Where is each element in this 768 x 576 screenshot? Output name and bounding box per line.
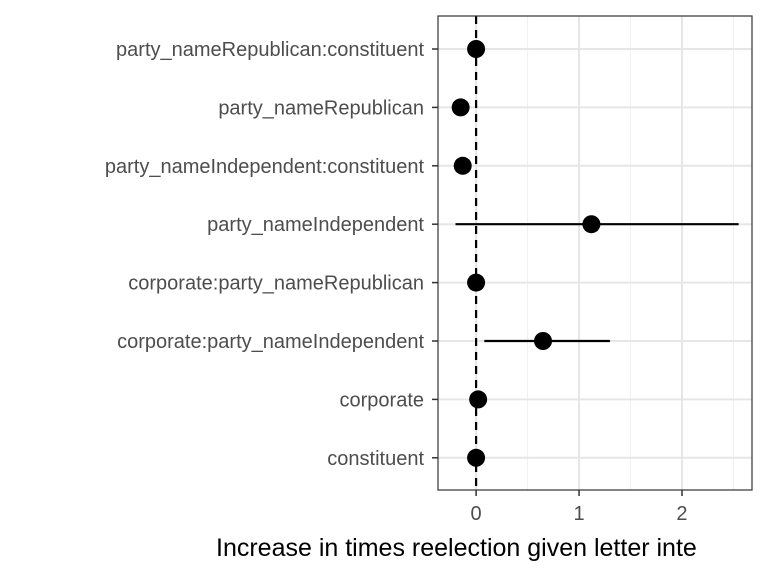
y-tick-label: party_nameRepublican (218, 97, 424, 119)
y-tick-label: constituent (327, 448, 424, 470)
estimate-point (453, 156, 472, 175)
plot-panel-background (438, 16, 752, 490)
estimate-point (582, 215, 601, 234)
y-axis: party_nameRepublican:constituent party_na… (105, 39, 438, 470)
x-axis-title: Increase in times reelection given lette… (216, 534, 697, 562)
minor-gridlines (527, 16, 734, 490)
estimate-point (534, 332, 553, 350)
data-marks (451, 40, 739, 467)
x-tick-label: 0 (471, 503, 482, 525)
y-tick-label: corporate:party_nameIndependent (117, 331, 424, 353)
x-axis: 0 1 2 (471, 490, 688, 525)
x-tick-label: 2 (676, 503, 687, 525)
y-tick-label: party_nameIndependent (207, 214, 424, 236)
estimate-point (467, 448, 486, 467)
y-tick-label: corporate (340, 389, 425, 411)
estimate-point (451, 98, 470, 117)
estimate-point (469, 390, 488, 409)
y-tick-label: party_nameIndependent:constituent (105, 156, 425, 178)
y-tick-label: party_nameRepublican:constituent (116, 39, 424, 61)
y-tick-label: corporate:party_nameRepublican (128, 273, 424, 295)
plot-panel-border (437, 15, 753, 491)
estimate-point (467, 40, 486, 58)
estimate-point (467, 273, 486, 292)
x-tick-label: 1 (573, 503, 584, 525)
